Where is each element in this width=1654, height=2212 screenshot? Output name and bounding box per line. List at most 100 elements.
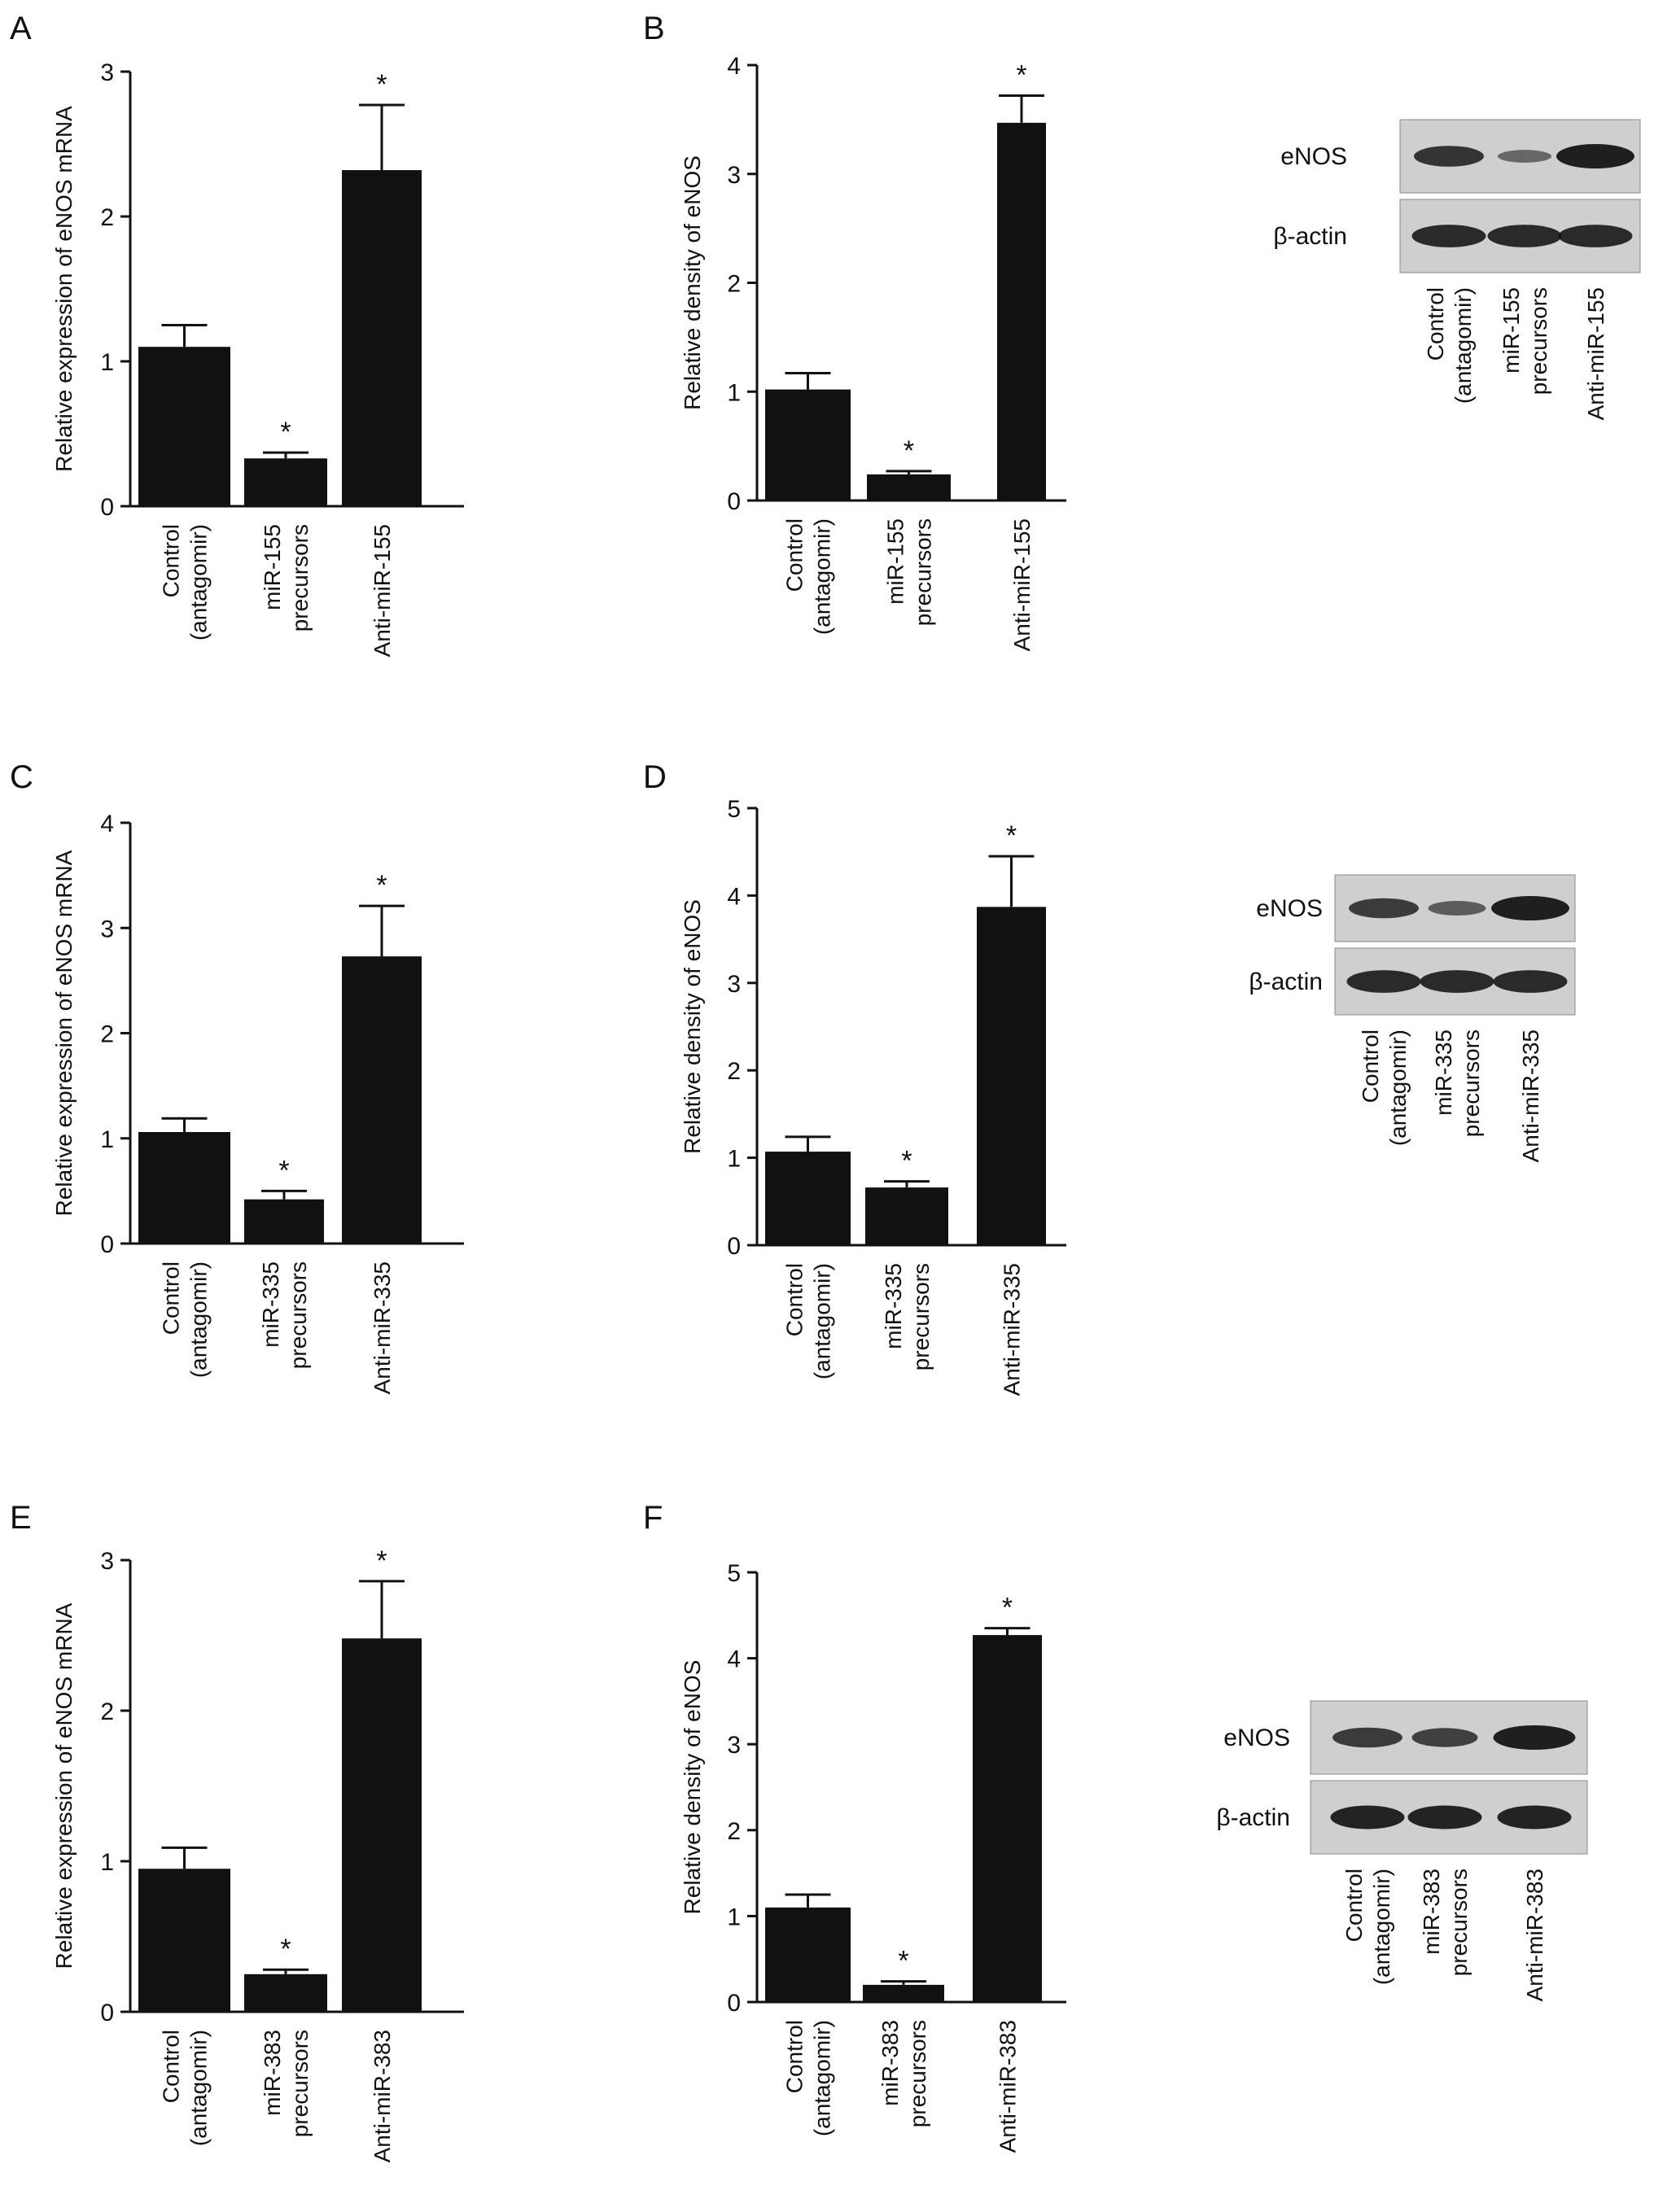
bar [765,389,851,501]
blot-label-actin: β-actin [1273,223,1347,250]
chart-panel-a: A 0 1 2 3 Relative expression of eNOS mRNA Con… [10,11,464,657]
category-label-group: Anti-miR-155 [370,524,395,657]
blot-lane-label: Control [1358,1029,1383,1103]
category-label-group: miR-335 precursors [881,1263,934,1370]
bar [342,956,422,1244]
blot-lane-label: Anti-miR-155 [1583,287,1608,420]
y-tick-label: 4 [727,53,741,80]
x-category-label: precursors [905,2020,930,2127]
chart-panel-b: B 0 1 2 3 4 Relative density of eNOS Control (an… [643,11,1066,651]
bar [244,1199,324,1244]
category-label-group: miR-383 precursors [877,2020,930,2127]
chart-panel-c: C 0 1 2 3 4 Relative expression of eNOS mRNA Co… [10,759,464,1394]
x-category-label: Anti-miR-155 [1009,518,1035,651]
bar [138,1869,230,2012]
chart-panel-f: F 0 1 2 3 4 5 Relative density of eNOS Control (a… [643,1500,1066,2153]
x-category-label: precursors [287,524,313,632]
y-tick-label: 1 [727,1146,741,1173]
category-label-group: Control (antagomir) [159,2030,212,2146]
blot-lane-label: Anti-miR-383 [1522,1869,1547,2001]
significance-marker: * [1006,820,1017,851]
y-tick-label: 4 [727,883,741,910]
y-tick-label: 3 [727,162,741,189]
x-category-label: precursors [286,1261,311,1369]
bar [244,458,327,506]
x-category-label: Control [782,1263,807,1336]
bar [244,1974,327,2012]
category-label-group: Control (antagomir) [159,1261,212,1378]
blot-lane-label: precursors [1459,1029,1484,1137]
x-category-label: (antagomir) [810,2020,835,2136]
category-label-group: Anti-miR-383 [370,2030,395,2162]
bar [973,1635,1042,2002]
category-label-group: miR-155 precursors [883,518,936,626]
y-axis-title: Relative expression of eNOS mRNA [51,1602,77,1969]
y-tick-label: 2 [100,1021,114,1048]
blot-lane-label-group: miR-335 precursors [1431,1029,1484,1137]
panel-letter: A [10,11,32,46]
blot-lane-label: miR-335 [1431,1029,1456,1116]
blot-lane-label: Control [1423,287,1448,361]
bar [138,1131,230,1244]
significance-marker: * [898,1946,908,1977]
blot-lane-label: (antagomir) [1385,1029,1411,1146]
bar [138,347,230,506]
bar [765,1907,851,2002]
blot-label-actin: β-actin [1249,968,1323,995]
significance-marker: * [280,1934,291,1965]
x-category-label: miR-155 [260,524,285,610]
blot-band [1407,1805,1482,1829]
x-category-label: (antagomir) [810,1263,835,1379]
x-category-label: (antagomir) [186,2030,212,2146]
y-tick-label: 3 [100,1548,114,1575]
x-category-label: Control [159,1261,184,1335]
bar [865,1187,948,1245]
significance-marker: * [376,1545,387,1576]
blot-band [1349,898,1419,919]
blot-lane-label-group: Control (antagomir) [1423,287,1476,404]
blot-lane-label-group: miR-383 precursors [1419,1869,1472,1976]
significance-marker: * [1016,59,1026,90]
x-category-label: precursors [911,518,936,626]
blot-band [1428,901,1486,916]
blot-lane-label-group: miR-155 precursors [1499,287,1551,395]
significance-marker: * [904,435,914,466]
x-category-label: miR-335 [881,1263,906,1349]
x-category-label: (antagomir) [186,524,212,640]
blot-band [1491,896,1569,920]
category-label-group: Control (antagomir) [159,524,212,640]
bar [977,907,1046,1245]
x-category-label: miR-383 [877,2020,903,2106]
x-category-label: Anti-miR-335 [370,1261,395,1394]
x-category-label: Anti-miR-155 [370,524,395,657]
blot-band [1556,144,1634,168]
blot-label-enos: eNOS [1280,143,1347,170]
y-tick-label: 0 [100,1231,114,1258]
panel-letter: D [643,759,667,795]
bar [867,474,951,501]
y-tick-label: 5 [727,796,741,823]
bar [342,170,422,507]
blot-lane-label-group: Anti-miR-155 [1583,287,1608,420]
blot-band [1487,225,1562,247]
y-tick-label: 0 [100,2000,114,2026]
category-label-group: Control (antagomir) [782,518,835,635]
blot-band [1411,225,1486,247]
y-tick-label: 1 [727,379,741,406]
y-tick-label: 3 [727,971,741,998]
x-category-label: precursors [287,2030,313,2137]
x-category-label: Anti-miR-383 [370,2030,395,2162]
y-tick-label: 2 [727,1818,741,1845]
x-category-label: miR-155 [883,518,908,605]
x-category-label: Control [159,524,184,597]
category-label-group: Control (antagomir) [782,2020,835,2136]
blot-band [1498,150,1551,163]
blot-lane-label: Control [1341,1869,1367,1942]
category-label-group: miR-383 precursors [260,2030,313,2137]
blot-band [1558,225,1633,247]
y-tick-label: 5 [727,1560,741,1587]
panel-letter: C [10,759,33,795]
blot-lane-label: miR-155 [1499,287,1524,374]
panel-letter: E [10,1500,32,1536]
